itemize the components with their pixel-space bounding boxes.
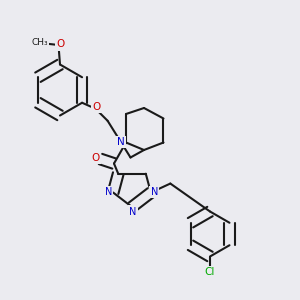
Text: N: N <box>117 137 124 147</box>
Text: N: N <box>129 207 136 217</box>
Text: O: O <box>92 102 100 112</box>
Text: O: O <box>56 39 65 50</box>
Text: Cl: Cl <box>205 267 215 277</box>
Text: N: N <box>105 187 112 197</box>
Text: N: N <box>151 187 158 197</box>
Text: O: O <box>92 153 100 163</box>
Text: CH₃: CH₃ <box>31 38 48 47</box>
